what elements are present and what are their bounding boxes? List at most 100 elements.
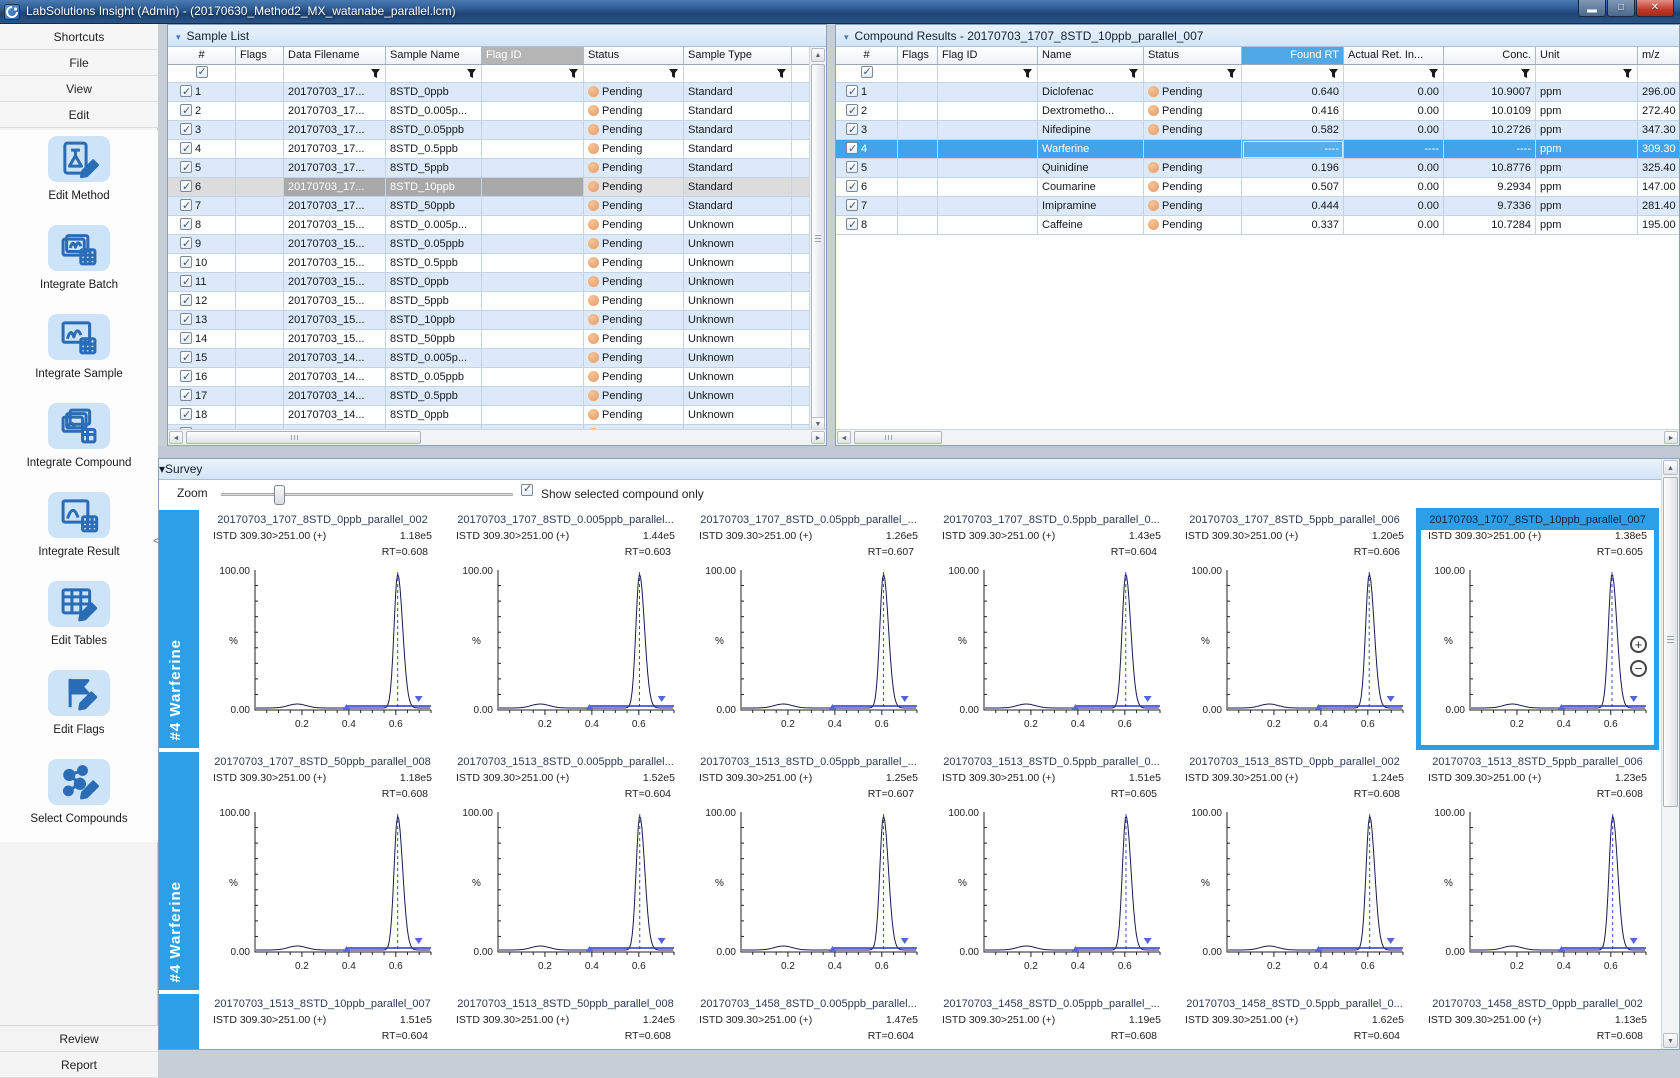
minimize-button[interactable] (1578, 0, 1606, 17)
filter-cell-name[interactable] (1038, 65, 1144, 83)
chromatogram-plot[interactable]: 100.000.00%0.20.40.6 (938, 560, 1166, 738)
table-row[interactable]: ✓ 1020170703_15...8STD_0.5ppbPendingUnkn… (168, 254, 813, 273)
row-checkbox[interactable]: ✓ (846, 104, 858, 116)
sidebar-item-report[interactable]: Report (0, 1052, 158, 1078)
chromatogram-cell[interactable]: 20170703_1513_8STD_50ppb_parallel_008IST… (444, 992, 687, 1049)
chromatogram-plot[interactable]: 100.000.00%0.20.40.6 (1181, 560, 1409, 738)
sidebar-item-view[interactable]: View (0, 76, 158, 102)
chromatogram-plot[interactable]: 100.000.00%0.20.40.6 (695, 1044, 923, 1049)
filter-cell-unit[interactable] (1536, 65, 1638, 83)
filter-cell-mz[interactable] (1638, 65, 1680, 83)
table-row[interactable]: ✓ 2Dextrometho...Pending0.4160.0010.0109… (836, 102, 1680, 121)
row-checkbox[interactable]: ✓ (180, 389, 192, 401)
filter-funnel-icon[interactable] (776, 68, 787, 83)
filter-cell-conc[interactable] (1444, 65, 1536, 83)
filter-cell-num[interactable]: ✓ (836, 65, 898, 83)
column-header-sample-type[interactable]: Sample Type (684, 47, 792, 65)
column-header-status[interactable]: Status (1144, 47, 1242, 65)
table-row[interactable]: ✓ 1DiclofenacPending0.6400.0010.9007ppm2… (836, 83, 1680, 102)
shortcut-edit-method[interactable]: Edit Method (0, 130, 158, 219)
chromatogram-plot[interactable]: 100.000.00%0.20.40.6 (1181, 802, 1409, 980)
row-checkbox[interactable]: ✓ (180, 85, 192, 97)
table-row[interactable]: ✓ 1720170703_14...8STD_0.5ppbPendingUnkn… (168, 387, 813, 406)
table-row[interactable]: ✓ 3NifedipinePending0.5820.0010.2726ppm3… (836, 121, 1680, 140)
chromatogram-plot[interactable]: 100.000.00%0.20.40.6 (1181, 1044, 1409, 1049)
shortcut-integrate-sample[interactable]: Integrate Sample (0, 308, 158, 397)
row-checkbox[interactable]: ✓ (180, 332, 192, 344)
show-selected-compound-checkbox[interactable]: ✓ (521, 484, 533, 496)
maximize-button[interactable]: □ (1607, 0, 1635, 17)
zoom-in-button[interactable]: + (1630, 636, 1647, 653)
filter-funnel-icon[interactable] (1520, 68, 1531, 83)
row-checkbox[interactable]: ✓ (846, 161, 858, 173)
column-header-num[interactable]: # (836, 47, 898, 65)
table-row[interactable]: ✓ 8CaffeinePending0.3370.0010.7284ppm195… (836, 216, 1680, 235)
chromatogram-cell[interactable]: 20170703_1513_8STD_0.5ppb_parallel_0...I… (930, 750, 1173, 992)
row-checkbox[interactable]: ✓ (180, 237, 192, 249)
table-row[interactable]: ✓ 320170703_17...8STD_0.05ppbPendingStan… (168, 121, 813, 140)
row-checkbox[interactable]: ✓ (180, 199, 192, 211)
scroll-up-button[interactable]: ▲ (1663, 460, 1678, 475)
filter-cell-flags[interactable] (898, 65, 938, 83)
row-checkbox[interactable]: ✓ (846, 218, 858, 230)
column-header-data-filename[interactable]: Data Filename (284, 47, 386, 65)
compound-table-hscrollbar[interactable]: ◄► (836, 429, 1679, 445)
filter-cell-num[interactable]: ✓ (168, 65, 236, 83)
column-header-name[interactable]: Name (1038, 47, 1144, 65)
table-row[interactable]: ✓ 1520170703_14...8STD_0.005p...PendingU… (168, 349, 813, 368)
sidebar-item-review[interactable]: Review (0, 1026, 158, 1052)
sample-table-vscrollbar[interactable]: ▲▼ (809, 47, 826, 432)
chromatogram-plot[interactable]: 100.000.00%0.20.40.6 (452, 1044, 680, 1049)
row-checkbox[interactable]: ✓ (180, 408, 192, 420)
survey-vscrollbar[interactable]: ▲▼ (1661, 459, 1679, 1049)
scroll-thumb[interactable] (1663, 477, 1678, 807)
column-header-found-rt[interactable]: Found RT (1242, 47, 1344, 65)
filter-funnel-icon[interactable] (1428, 68, 1439, 83)
chromatogram-cell[interactable]: 20170703_1707_8STD_0.5ppb_parallel_0...I… (930, 508, 1173, 750)
row-checkbox[interactable]: ✓ (846, 142, 858, 154)
chromatogram-cell[interactable]: 20170703_1513_8STD_10ppb_parallel_007IST… (201, 992, 444, 1049)
column-header-sample-name[interactable]: Sample Name (386, 47, 482, 65)
select-all-checkbox[interactable]: ✓ (196, 66, 208, 78)
scroll-down-button[interactable]: ▼ (1663, 1033, 1678, 1048)
chromatogram-plot[interactable]: 100.000.00%0.20.40.6 (938, 1044, 1166, 1049)
chromatogram-cell[interactable]: 20170703_1513_8STD_0.005ppb_parallel...I… (444, 750, 687, 992)
table-row[interactable]: ✓ 520170703_17...8STD_5ppbPendingStandar… (168, 159, 813, 178)
column-header-num[interactable]: # (168, 47, 236, 65)
scroll-right-button[interactable]: ► (1664, 431, 1678, 444)
sample-table-hscrollbar[interactable]: ◄► (168, 429, 826, 445)
chromatogram-plot[interactable]: 100.000.00%0.20.40.6 (452, 560, 680, 738)
chromatogram-cell[interactable]: 20170703_1707_8STD_0.05ppb_parallel_...I… (687, 508, 930, 750)
row-checkbox[interactable]: ✓ (846, 199, 858, 211)
table-row[interactable]: ✓ 1820170703_14...8STD_0ppbPendingUnknow… (168, 406, 813, 425)
row-checkbox[interactable]: ✓ (180, 275, 192, 287)
chromatogram-cell[interactable]: 20170703_1707_8STD_50ppb_parallel_008IST… (201, 750, 444, 992)
table-row[interactable]: ✓ 4Warferine------------ppm309.30 (836, 140, 1680, 159)
chromatogram-plot[interactable]: 100.000.00%0.20.40.6 (209, 802, 437, 980)
row-checkbox[interactable]: ✓ (180, 256, 192, 268)
shortcut-select-compounds[interactable]: Select Compounds (0, 753, 158, 842)
collapse-triangle-icon[interactable]: ▾ (176, 26, 181, 48)
column-header-flag-id[interactable]: Flag ID (482, 47, 584, 65)
table-row[interactable]: ✓ 1420170703_15...8STD_50ppbPendingUnkno… (168, 330, 813, 349)
scroll-left-button[interactable]: ◄ (837, 431, 851, 444)
chromatogram-plot[interactable]: 100.000.00%0.20.40.6 (209, 560, 437, 738)
filter-cell-data-filename[interactable] (284, 65, 386, 83)
table-row[interactable]: ✓ 1320170703_15...8STD_10ppbPendingUnkno… (168, 311, 813, 330)
table-row[interactable]: ✓ 920170703_15...8STD_0.05ppbPendingUnkn… (168, 235, 813, 254)
filter-funnel-icon[interactable] (1022, 68, 1033, 83)
row-checkbox[interactable]: ✓ (180, 123, 192, 135)
row-checkbox[interactable]: ✓ (846, 85, 858, 97)
row-checkbox[interactable]: ✓ (180, 180, 192, 192)
chromatogram-plot[interactable]: 100.000.00%0.20.40.6 (452, 802, 680, 980)
collapse-triangle-icon[interactable]: ▾ (844, 26, 849, 48)
chromatogram-cell[interactable]: 20170703_1513_8STD_5ppb_parallel_006ISTD… (1416, 750, 1659, 992)
chromatogram-plot[interactable]: 100.000.00%0.20.40.6 (1424, 802, 1652, 980)
zoom-out-button[interactable]: − (1630, 660, 1647, 677)
row-checkbox[interactable]: ✓ (180, 294, 192, 306)
scroll-left-button[interactable]: ◄ (169, 431, 183, 444)
filter-cell-sample-name[interactable] (386, 65, 482, 83)
row-checkbox[interactable]: ✓ (180, 351, 192, 363)
sidebar-item-edit[interactable]: Edit (0, 102, 158, 128)
chromatogram-plot[interactable]: 100.000.00%0.20.40.6 (1424, 560, 1652, 738)
